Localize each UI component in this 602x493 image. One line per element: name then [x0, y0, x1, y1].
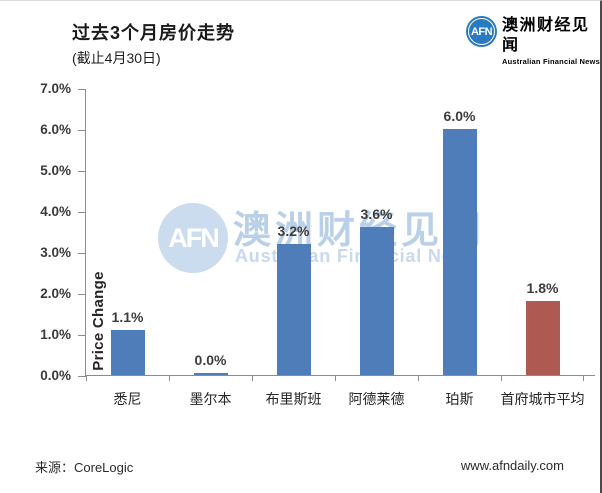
bar-value-label: 3.2% — [277, 223, 310, 239]
x-axis-extension — [583, 375, 595, 376]
afn-logo-icon: AFN — [466, 16, 497, 47]
x-axis-tick — [252, 375, 253, 381]
x-axis-tick — [418, 375, 419, 381]
bar-value-label: 3.6% — [360, 206, 393, 222]
y-axis-tick — [78, 375, 86, 377]
data-source: 来源：CoreLogic — [35, 460, 134, 475]
chart-subtitle: (截止4月30日) — [72, 50, 161, 66]
y-axis-tick — [78, 129, 86, 131]
y-axis-tick-label: 2.0% — [40, 286, 71, 301]
website-url: www.afndaily.com — [460, 458, 564, 473]
x-axis-category-label: 首府城市平均 — [500, 391, 585, 407]
x-axis-category-label: 墨尔本 — [189, 391, 232, 407]
y-axis-tick-label: 0.0% — [40, 368, 71, 383]
afn-logo-abbr: AFN — [470, 25, 493, 38]
y-axis-tick — [78, 293, 86, 295]
afn-logo-ring — [468, 18, 495, 45]
bar-value-label: 6.0% — [443, 108, 476, 124]
y-axis-tick-label: 1.0% — [40, 327, 71, 342]
x-axis-tick — [501, 375, 502, 381]
bar-珀斯 — [442, 129, 477, 375]
x-axis-tick — [583, 375, 584, 381]
y-axis-tick — [78, 170, 86, 172]
afn-logo: AFN 澳洲财经见闻 Australian Financial News — [466, 16, 600, 66]
bar-墨尔本 — [193, 373, 228, 375]
bar-首府城市平均 — [525, 301, 560, 375]
x-axis-tick — [335, 375, 336, 381]
bar-value-label: 1.1% — [111, 309, 144, 325]
x-axis-category-label: 布里斯班 — [265, 391, 322, 407]
watermark-afn-abbr: AFN — [168, 222, 219, 253]
bar-value-label: 1.8% — [526, 280, 559, 296]
y-axis-tick — [78, 252, 86, 254]
x-axis-tick — [169, 375, 170, 381]
x-axis-category-label: 悉尼 — [113, 391, 142, 407]
watermark-afn-icon: AFN — [158, 203, 228, 273]
y-axis-tick — [78, 334, 86, 336]
afn-logo-name-zh: 澳洲财经见闻 — [502, 17, 590, 54]
plot-area: Price Change AFN 澳洲财经见闻 Australian Finan… — [40, 81, 595, 407]
bar-阿德莱德 — [359, 227, 394, 375]
bar-布里斯班 — [276, 244, 311, 375]
x-axis-category-label: 阿德莱德 — [348, 391, 405, 407]
y-axis-tick — [78, 211, 86, 213]
y-axis-tick-label: 3.0% — [40, 245, 71, 260]
bar-value-label: 0.0% — [194, 352, 227, 368]
y-axis-tick-label: 6.0% — [40, 122, 71, 137]
y-axis-tick-label: 4.0% — [40, 204, 71, 219]
chart-title: 过去3个月房价走势 — [72, 23, 236, 43]
y-axis-tick — [78, 88, 86, 90]
afn-logo-name-en: Australian Financial News — [502, 57, 600, 66]
afn-logo-text: 澳洲财经见闻 Australian Financial News — [502, 16, 600, 66]
bar-悉尼 — [110, 330, 145, 375]
x-axis-tick — [86, 375, 87, 381]
y-axis-tick-label: 5.0% — [40, 163, 71, 178]
x-axis-category-label: 珀斯 — [445, 391, 474, 407]
y-axis-tick-label: 7.0% — [40, 81, 71, 96]
